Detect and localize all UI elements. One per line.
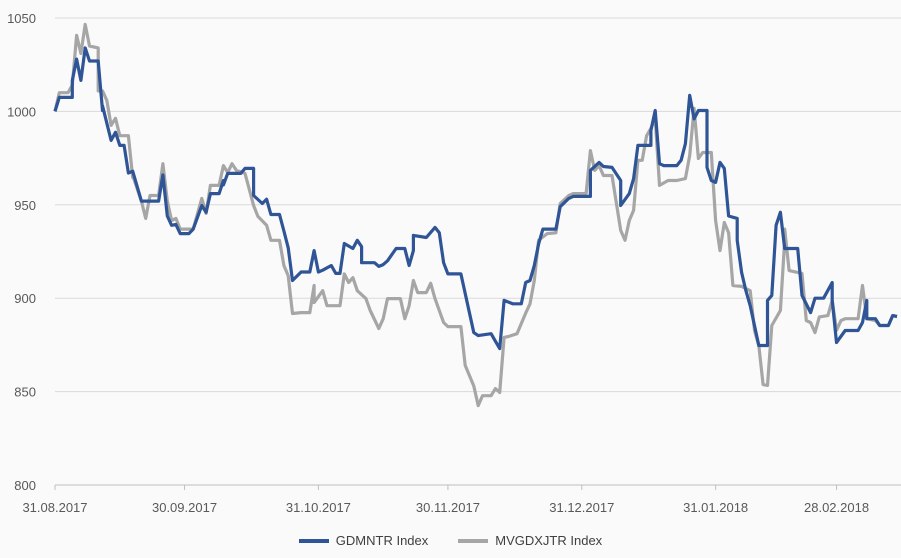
series-line-gdmntr [53, 46, 898, 351]
x-tick-label: 28.02.2018 [804, 500, 869, 515]
x-tick-label: 31.12.2017 [549, 500, 614, 515]
y-tick-label: 950 [14, 198, 36, 213]
x-tick-label: 30.11.2017 [416, 500, 480, 515]
x-tick-label: 30.09.2017 [152, 500, 217, 515]
legend: GDMNTR Index MVGDXJTR Index [0, 533, 901, 548]
y-tick-label: 850 [14, 385, 36, 400]
y-tick-label: 900 [14, 291, 36, 306]
plot-area: 800 850 900 950 1000 1050 31.08.2017 30.09.2017… [7, 11, 901, 515]
y-tick-label: 1000 [7, 104, 36, 119]
series-line-mvgdxjtr [53, 22, 898, 408]
y-tick-label: 800 [14, 478, 36, 493]
y-tick-label: 1050 [7, 11, 36, 26]
legend-label-mvgdxjtr: MVGDXJTR Index [495, 533, 603, 548]
legend-label-gdmntr: GDMNTR Index [335, 533, 429, 548]
legend-item-gdmntr: GDMNTR Index [298, 533, 429, 548]
legend-item-mvgdxjtr: MVGDXJTR Index [458, 533, 602, 548]
legend-swatch-gdmntr [298, 538, 329, 543]
x-tick-label: 31.08.2017 [22, 500, 87, 515]
x-tick-label: 31.10.2017 [286, 500, 351, 515]
x-tick-label: 31.01.2018 [683, 500, 748, 515]
legend-swatch-mvgdxjtr [458, 538, 489, 543]
